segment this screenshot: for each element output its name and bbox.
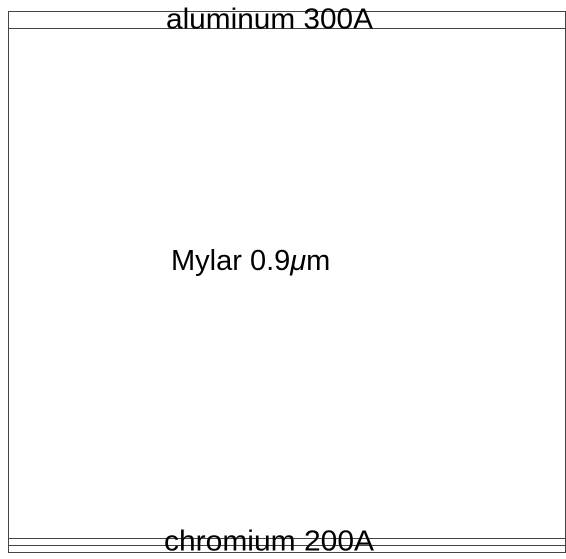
top-layer-label: aluminum 300A <box>166 4 374 36</box>
label-part: μ <box>289 245 306 277</box>
stack-outline <box>8 11 566 553</box>
bottom-layer-label: chromium 200A <box>164 526 375 558</box>
middle-layer-label: Mylar 0.9μm <box>171 245 330 277</box>
label-part: m <box>306 245 330 277</box>
label-part: Mylar 0.9 <box>171 245 290 277</box>
